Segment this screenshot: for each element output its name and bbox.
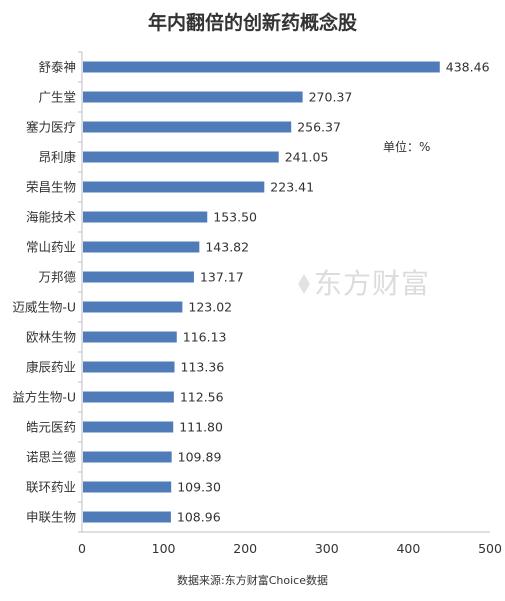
watermark-logo-icon xyxy=(298,274,310,294)
y-tick-label: 舒泰神 xyxy=(38,60,76,75)
bar xyxy=(83,301,183,313)
data-label: 143.82 xyxy=(205,240,249,255)
data-label: 153.50 xyxy=(213,210,257,225)
x-tick-label: 100 xyxy=(152,541,176,556)
y-tick-label: 欧林生物 xyxy=(26,330,76,345)
bar xyxy=(83,211,208,223)
bar xyxy=(83,181,265,193)
y-tick-label: 申联生物 xyxy=(26,510,76,525)
bar xyxy=(83,61,440,73)
data-label: 109.30 xyxy=(177,480,221,495)
data-label: 241.05 xyxy=(285,150,329,165)
data-label: 123.02 xyxy=(188,300,232,315)
data-label: 113.36 xyxy=(181,360,225,375)
data-label: 438.46 xyxy=(446,60,490,75)
x-tick-label: 0 xyxy=(78,541,86,556)
y-tick-label: 广生堂 xyxy=(38,90,76,105)
data-label: 116.13 xyxy=(183,330,227,345)
data-label: 270.37 xyxy=(309,90,353,105)
x-tick-label: 500 xyxy=(478,541,502,556)
y-tick-label: 万邦德 xyxy=(38,270,76,285)
data-label: 108.96 xyxy=(177,510,221,525)
bar xyxy=(83,391,174,403)
bar xyxy=(83,481,172,493)
data-label: 111.80 xyxy=(179,420,223,435)
y-tick-label: 康辰药业 xyxy=(26,360,76,375)
y-tick-label: 诺思兰德 xyxy=(26,450,77,465)
watermark-text: 东方财富 xyxy=(314,267,431,300)
y-tick-label: 迈威生物-U xyxy=(12,300,76,315)
y-tick-label: 昂利康 xyxy=(38,150,76,165)
y-tick-label: 皓元医药 xyxy=(26,420,76,435)
y-tick-label: 益方生物-U xyxy=(12,390,76,405)
bar xyxy=(83,151,279,163)
y-tick-label: 塞力医疗 xyxy=(26,120,76,135)
bar xyxy=(83,421,174,433)
unit-label: 单位：% xyxy=(383,140,431,154)
bar xyxy=(83,91,303,103)
y-tick-label: 常山药业 xyxy=(26,240,76,255)
chart-title: 年内翻倍的创新药概念股 xyxy=(147,12,357,34)
y-tick-label: 荣昌生物 xyxy=(26,180,76,195)
bar xyxy=(83,361,175,373)
x-tick-label: 400 xyxy=(396,541,420,556)
data-label: 109.89 xyxy=(178,450,222,465)
bar xyxy=(83,121,292,133)
data-label: 137.17 xyxy=(200,270,244,285)
bar xyxy=(83,511,171,523)
data-label: 112.56 xyxy=(180,390,224,405)
bar xyxy=(83,451,172,463)
bar xyxy=(83,241,200,253)
data-label: 256.37 xyxy=(297,120,341,135)
bar xyxy=(83,331,177,343)
x-tick-label: 300 xyxy=(315,541,339,556)
data-label: 223.41 xyxy=(270,180,314,195)
x-tick-label: 200 xyxy=(233,541,257,556)
source-note: 数据来源:东方财富Choice数据 xyxy=(177,574,328,587)
watermark: 东方财富 xyxy=(297,262,430,302)
y-tick-label: 联环药业 xyxy=(26,480,76,495)
bar xyxy=(83,271,194,283)
y-tick-label: 海能技术 xyxy=(26,210,77,225)
